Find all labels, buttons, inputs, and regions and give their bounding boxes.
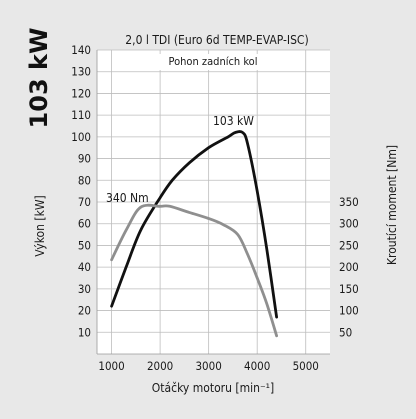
y-left-tick-label: 110 (71, 108, 91, 122)
y-left-tick-label: 10 (78, 325, 91, 339)
y-right-tick-label: 50 (339, 325, 352, 339)
y-right-tick-label: 250 (339, 238, 359, 252)
x-tick-label: 1000 (98, 359, 124, 373)
series-label-power: 103 kW (213, 114, 254, 128)
x-tick-label: 5000 (293, 359, 319, 373)
y-right-tick-label: 200 (339, 260, 359, 274)
y-left-tick-label: 120 (71, 86, 91, 100)
y-right-tick-label: 350 (339, 195, 359, 209)
y-left-tick-label: 130 (71, 65, 91, 79)
y-left-tick-label: 70 (78, 195, 91, 209)
y-left-tick-label: 50 (78, 238, 91, 252)
y-axis-right-label: Kroutící moment [Nm] (385, 145, 399, 265)
tick-layer: 10 20 30 40 50 60 70 80 90 100 110 120 130 140 50 100 15… (71, 43, 359, 373)
series-label-torque: 340 Nm (106, 191, 149, 205)
y-left-tick-label: 20 (78, 304, 91, 318)
y-right-tick-label: 300 (339, 217, 359, 231)
y-left-tick-label: 60 (78, 217, 91, 231)
x-axis-label: Otáčky motoru [min⁻¹] (152, 381, 274, 395)
x-tick-label: 4000 (244, 359, 270, 373)
x-tick-label: 2000 (147, 359, 173, 373)
subtitle-box (140, 54, 286, 70)
y-right-tick-label: 150 (339, 282, 359, 296)
chart-title: 2,0 l TDI (Euro 6d TEMP-EVAP-ISC) (125, 33, 308, 47)
headline-power: 103 kW (25, 28, 53, 129)
y-left-tick-label: 80 (78, 173, 91, 187)
grid-layer (96, 49, 330, 355)
torque-curve-line (110, 203, 278, 338)
series-layer (110, 130, 278, 338)
y-left-tick-label: 40 (78, 260, 91, 274)
y-left-tick-label: 100 (71, 130, 91, 144)
y-left-tick-label: 140 (71, 43, 91, 57)
y-left-tick-label: 30 (78, 282, 91, 296)
chart-subtitle: Pohon zadních kol (169, 55, 258, 68)
y-axis-left-label: Výkon [kW] (33, 195, 47, 257)
power-curve-line (110, 130, 278, 319)
y-right-tick-label: 100 (339, 304, 359, 318)
y-left-tick-label: 90 (78, 152, 91, 166)
x-tick-label: 3000 (195, 359, 221, 373)
